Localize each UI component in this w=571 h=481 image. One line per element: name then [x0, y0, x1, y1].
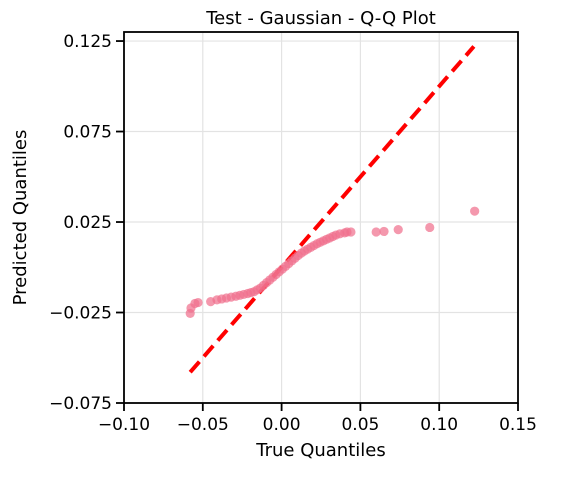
x-tick-label: 0.00	[263, 415, 301, 435]
x-axis-label: True Quantiles	[255, 440, 385, 461]
y-tick-label: 0.075	[63, 123, 112, 143]
x-axis-ticks: −0.10 −0.05 0.00 0.05 0.10 0.15	[98, 403, 537, 435]
scatter-points	[185, 206, 480, 319]
data-point	[470, 206, 480, 216]
data-point	[425, 222, 435, 233]
y-tick-label: −0.075	[49, 394, 112, 414]
y-axis-label: Predicted Quantiles	[10, 130, 31, 306]
y-tick-label: −0.025	[49, 304, 112, 324]
chart-title: Test - Gaussian - Q-Q Plot	[205, 8, 436, 29]
data-point	[346, 227, 356, 237]
grid-lines	[123, 32, 519, 404]
data-point	[393, 225, 403, 235]
x-tick-label: 0.05	[341, 415, 379, 435]
y-tick-label: 0.025	[63, 213, 112, 233]
reference-line	[188, 45, 476, 374]
data-point	[379, 226, 389, 237]
x-tick-label: −0.05	[177, 415, 229, 435]
y-axis-ticks: −0.075 −0.025 0.025 0.075 0.125	[49, 32, 124, 414]
y-tick-label: 0.125	[63, 32, 112, 52]
plot-frame	[123, 31, 519, 404]
x-tick-label: 0.15	[499, 415, 537, 435]
x-tick-label: 0.10	[420, 415, 458, 435]
reference-line-path	[188, 45, 476, 374]
data-point	[371, 227, 381, 237]
data-point	[193, 297, 203, 308]
x-tick-label: −0.10	[98, 415, 150, 435]
